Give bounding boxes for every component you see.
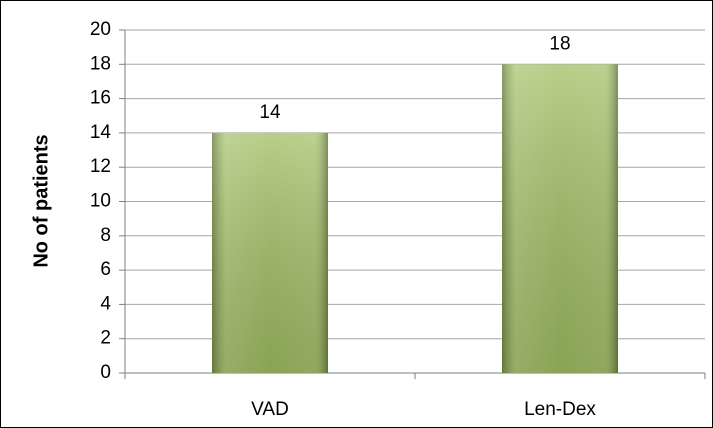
y-tick-label: 4 (100, 293, 111, 314)
y-tick-label: 14 (90, 122, 112, 143)
y-tick-label: 6 (100, 259, 111, 280)
y-tick-label: 2 (100, 328, 111, 349)
bar (212, 132, 328, 373)
y-tick-label: 20 (90, 19, 111, 40)
x-tick-label: VAD (251, 399, 289, 420)
y-tick-label: 8 (100, 225, 111, 246)
y-tick-label: 18 (90, 53, 111, 74)
data-label: 14 (259, 102, 281, 123)
y-axis-label: No of patients (30, 134, 52, 267)
y-tick-label: 16 (90, 88, 111, 109)
data-label: 18 (549, 33, 570, 54)
y-tick-label: 10 (90, 191, 111, 212)
x-tick-label: Len-Dex (524, 399, 596, 420)
bar (502, 64, 618, 374)
y-tick-label: 12 (90, 156, 111, 177)
y-tick-label: 0 (100, 362, 111, 383)
